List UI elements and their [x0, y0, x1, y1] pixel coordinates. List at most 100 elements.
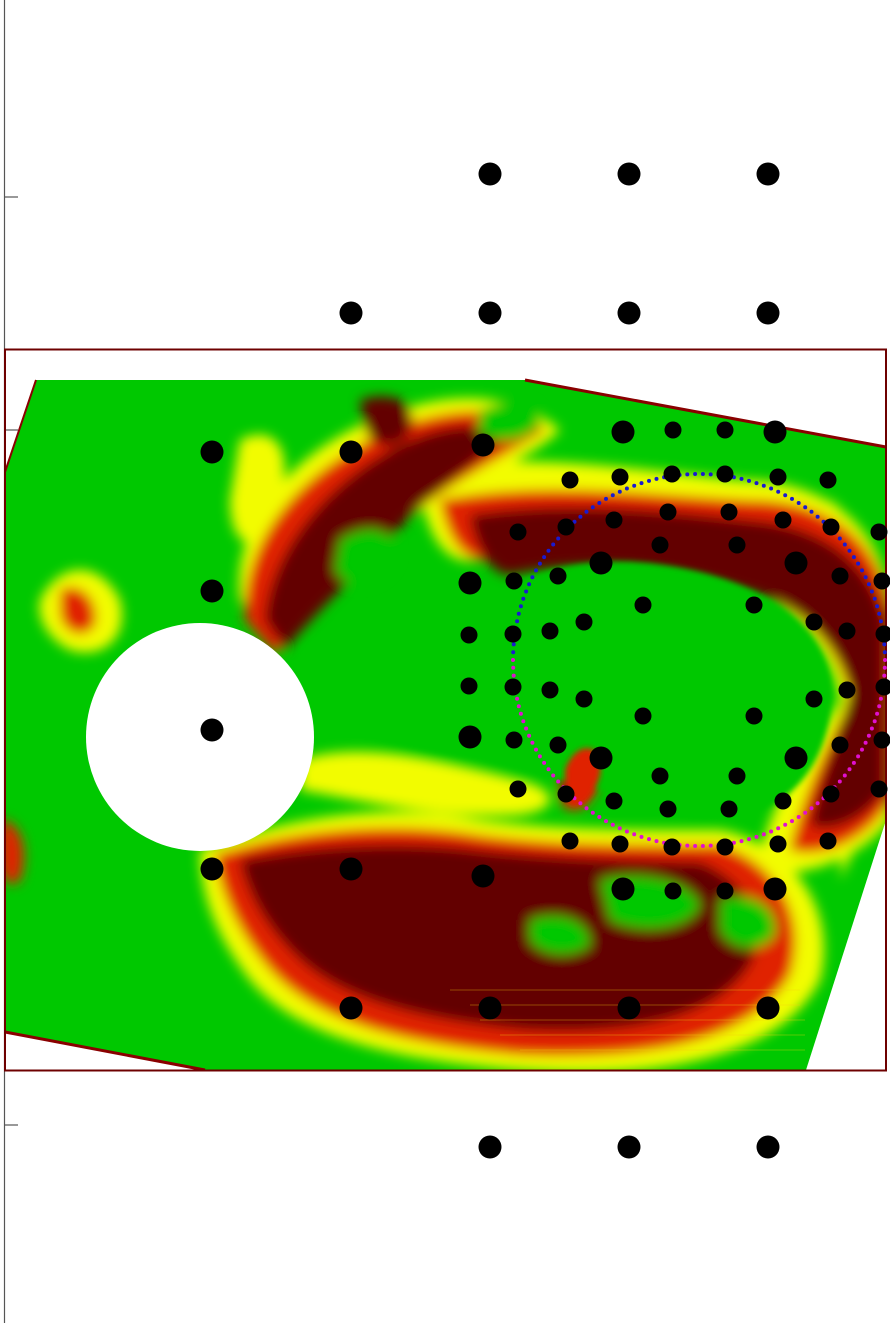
data-point	[875, 678, 890, 696]
reference-circle-dot	[604, 819, 608, 824]
reference-circle-dot	[803, 810, 808, 815]
reference-circle-dot	[847, 548, 852, 553]
data-point	[774, 511, 792, 529]
reference-circle-dot	[856, 561, 861, 566]
reference-circle-dot	[524, 589, 529, 594]
reference-circle-dot	[776, 826, 781, 831]
striation-texture	[450, 989, 805, 1051]
domain-top-edge	[524, 378, 887, 449]
data-point	[561, 832, 579, 850]
reference-circle-dot	[624, 829, 629, 834]
data-point	[478, 162, 502, 186]
reference-circle-dot	[551, 542, 556, 547]
reference-circle-dot	[685, 472, 690, 477]
reference-circle-dot	[578, 801, 583, 806]
reference-circle-dot	[863, 740, 868, 745]
data-point	[200, 440, 224, 464]
data-point	[634, 707, 652, 725]
reference-circle-dot	[747, 478, 751, 483]
reference-circle-dot	[685, 843, 690, 848]
data-point	[819, 832, 837, 850]
reference-circle-dot	[856, 754, 861, 759]
reference-circle-dot	[860, 568, 864, 573]
reference-circle-dot	[882, 642, 887, 647]
reference-circle-dot	[739, 839, 744, 844]
data-point	[611, 420, 635, 444]
data-point	[659, 800, 677, 818]
data-point	[774, 792, 792, 810]
central-calm-region	[298, 561, 831, 819]
data-point	[745, 707, 763, 725]
reference-circle-dot	[511, 650, 516, 655]
data-point	[541, 681, 559, 699]
data-point	[509, 523, 527, 541]
data-point	[557, 785, 575, 803]
reference-circle-dot	[866, 582, 871, 587]
data-point	[504, 678, 522, 696]
data-point	[756, 996, 780, 1020]
data-point	[805, 690, 823, 708]
reference-circle-dot	[556, 536, 561, 541]
reference-circle-dot	[647, 478, 651, 483]
reference-circle-dot	[754, 481, 759, 486]
data-point	[549, 736, 567, 754]
reference-circle-dot	[796, 501, 801, 505]
data-point	[471, 433, 495, 457]
reference-circle-dot	[739, 476, 744, 481]
data-point	[838, 622, 856, 640]
reference-circle-dot	[530, 740, 535, 745]
reference-circle-dot	[639, 481, 644, 486]
reference-circle-dot	[632, 832, 637, 837]
reference-circle-dot	[754, 834, 759, 839]
data-point	[634, 596, 652, 614]
reference-circle-dot	[872, 596, 877, 601]
reference-circle-dot	[597, 815, 602, 819]
data-point	[478, 301, 502, 325]
reference-circle-dot	[842, 542, 847, 547]
data-point	[575, 613, 593, 631]
reference-circle-dot	[534, 568, 538, 573]
data-point	[822, 518, 840, 536]
reference-circle-dot	[700, 472, 705, 476]
reference-circle-dot	[518, 711, 523, 716]
reference-circle-dot	[877, 611, 882, 616]
data-point	[805, 613, 823, 631]
reference-circle-dot	[516, 704, 521, 709]
reference-circle-dot	[597, 501, 602, 505]
data-point	[838, 681, 856, 699]
data-point	[763, 877, 787, 901]
reference-circle-dot	[527, 733, 532, 738]
data-point	[605, 511, 623, 529]
data-point	[784, 551, 808, 575]
reference-circle-dot	[639, 834, 644, 839]
data-point	[745, 596, 763, 614]
data-point	[716, 838, 734, 856]
reference-circle-dot	[524, 726, 529, 731]
reference-circle-dot	[708, 472, 713, 477]
reference-circle-dot	[809, 806, 814, 811]
data-point	[460, 626, 478, 644]
data-point	[651, 767, 669, 785]
reference-circle-dot	[521, 596, 526, 601]
data-point	[589, 551, 613, 575]
reference-circle-dot	[610, 822, 615, 827]
data-point	[549, 567, 567, 585]
reference-circle-dot	[851, 760, 856, 765]
reference-circle-dot	[877, 704, 882, 709]
reference-circle-dot	[837, 779, 842, 784]
data-point	[504, 625, 522, 643]
reference-circle-dot	[546, 767, 551, 772]
reference-circle-dot	[869, 726, 874, 731]
reference-circle-dot	[878, 619, 883, 624]
reference-circle-dot	[875, 604, 880, 609]
data-point	[557, 518, 575, 536]
reference-circle-dot	[515, 696, 520, 701]
reference-circle-dot	[882, 650, 887, 655]
data-point	[339, 301, 363, 325]
data-point	[716, 465, 734, 483]
reference-circle-dot	[783, 493, 788, 498]
reference-circle-dot	[527, 582, 532, 587]
reference-circle-dot	[809, 509, 814, 514]
data-point	[873, 572, 890, 590]
